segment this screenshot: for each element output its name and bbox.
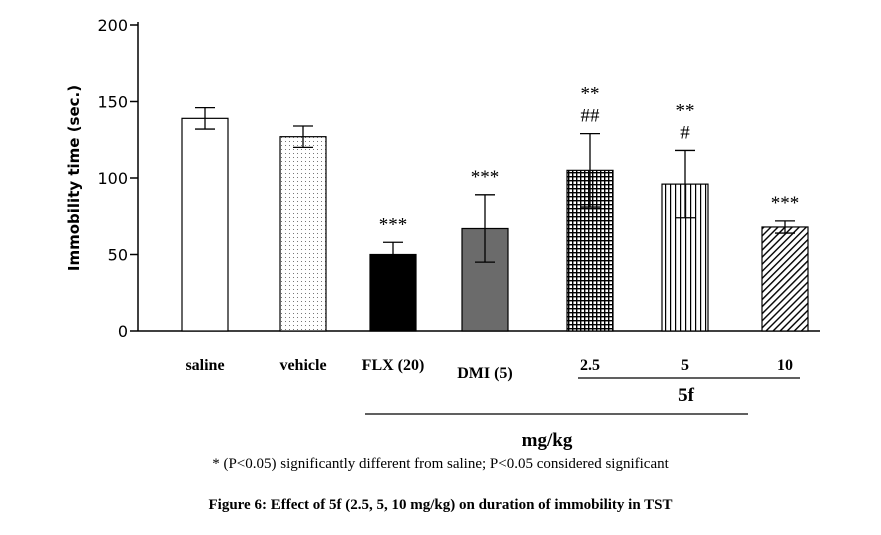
x-axis-title: mg/kg [522,430,573,450]
category-label: saline [185,357,224,374]
y-tick-label: 0 [118,322,128,341]
category-label: FLX (20) [362,357,425,374]
category-label: DMI (5) [457,365,513,382]
significance-label: # [680,122,690,143]
category-label: 5 [681,357,689,374]
footnote: * (P<0.05) significantly different from … [212,456,669,472]
group-label-5f: 5f [678,385,695,406]
bar [181,117,229,332]
bar [761,226,809,332]
significance-label: *** [771,193,800,214]
y-axis-title: Immobility time (sec.) [65,85,83,271]
category-label: 10 [777,357,793,374]
significance-label: ** [581,84,600,105]
category-label: vehicle [279,357,326,374]
significance-label: *** [471,167,500,188]
y-tick-label: 50 [108,246,128,265]
bar [279,136,327,332]
y-tick-label: 150 [97,93,128,112]
significance-label: ** [676,100,695,121]
bar-chart: 0 50 100 150 200 Immobility time (sec.) salin… [65,16,820,450]
y-tick-label: 200 [97,16,128,35]
y-tick-label: 100 [97,169,128,188]
figure-caption: Figure 6: Effect of 5f (2.5, 5, 10 mg/kg… [208,497,673,513]
significance-label: *** [379,214,408,235]
category-label: 2.5 [580,357,600,374]
significance-label: ## [581,106,601,127]
bar [369,253,417,332]
